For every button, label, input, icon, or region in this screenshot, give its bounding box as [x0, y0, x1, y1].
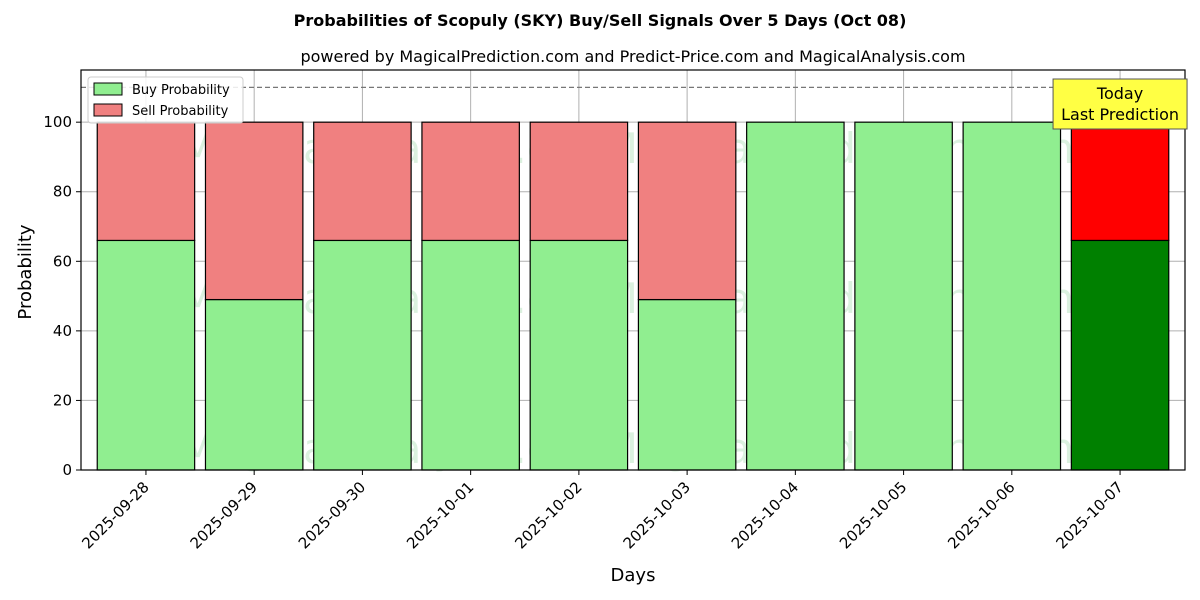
- today-annotation: Today Last Prediction: [1052, 78, 1188, 130]
- bar-sell: [529, 121, 629, 242]
- annotation-text: Today: [1096, 84, 1143, 103]
- chart-title: Probabilities of Scopuly (SKY) Buy/Sell …: [294, 11, 907, 30]
- bar-buy: [854, 121, 953, 471]
- bar-sell: [421, 121, 520, 242]
- y-tick-label: 100: [43, 113, 72, 131]
- bar-buy: [962, 121, 1062, 471]
- x-axis-label: Days: [611, 565, 656, 586]
- plot-frame: [80, 69, 1186, 471]
- bar-sell: [96, 121, 196, 242]
- legend-box: [87, 76, 244, 124]
- legend: Buy Probability Sell Probability: [87, 76, 244, 124]
- bar-sell: [637, 121, 737, 301]
- annotation-box: [1052, 78, 1188, 130]
- legend-swatch: [93, 82, 123, 96]
- y-tick-label: 80: [53, 183, 72, 201]
- bar-buy: [637, 298, 737, 471]
- y-tick-label: 20: [53, 391, 72, 409]
- bar-sell: [204, 121, 304, 301]
- bar-buy: [529, 239, 629, 471]
- bar-buy: [96, 239, 196, 471]
- legend-swatch: [93, 103, 123, 117]
- legend-label: Sell Probability: [132, 104, 229, 119]
- bar-buy: [746, 121, 845, 471]
- y-tick-label: 0: [62, 461, 72, 479]
- legend-label: Buy Probability: [132, 83, 230, 98]
- y-axis-label: Probability: [15, 224, 36, 319]
- chart-subtitle: powered by MagicalPrediction.com and Pre…: [300, 47, 965, 66]
- bar-sell: [1070, 121, 1170, 242]
- y-ticks: 0 20 40 60 80 100: [43, 113, 81, 479]
- bar-buy: [313, 239, 412, 471]
- bars: [96, 121, 1170, 471]
- y-tick-label: 60: [53, 252, 72, 270]
- bar-buy: [204, 298, 304, 471]
- axes: [80, 69, 1186, 471]
- y-tick-label: 40: [53, 322, 72, 340]
- bar-sell: [313, 121, 412, 242]
- bar-buy: [1070, 239, 1170, 471]
- bar-buy: [421, 239, 520, 471]
- annotation-text: Last Prediction: [1061, 105, 1179, 124]
